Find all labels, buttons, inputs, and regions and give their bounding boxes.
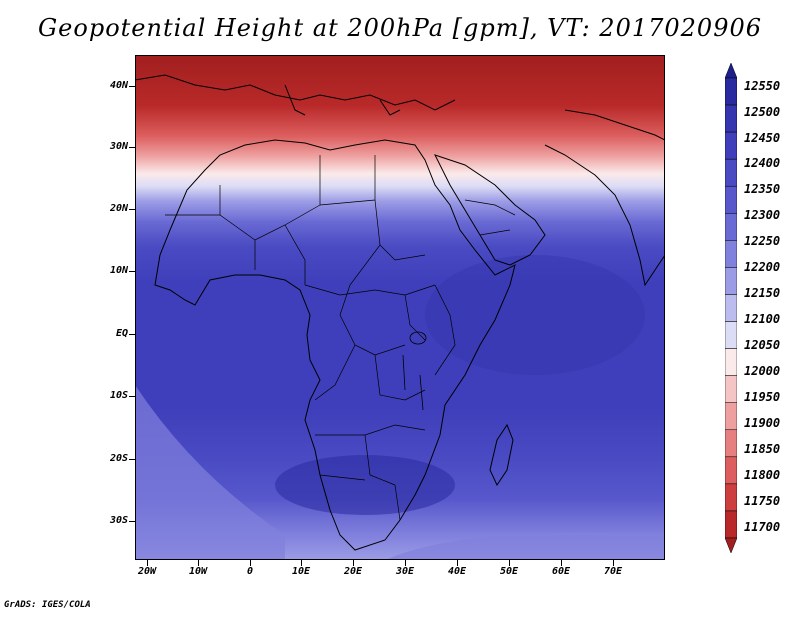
colorbar-label: 12050	[744, 338, 781, 352]
lat-label-eq: EQ	[115, 328, 128, 339]
footer-credit: GrADS: IGES/COLA	[4, 600, 91, 610]
colorbar-top-arrow	[725, 63, 737, 79]
colorbar-label: 11850	[744, 442, 781, 456]
lon-label-10w: 10W	[188, 566, 208, 577]
colorbar-cell	[725, 402, 737, 431]
lat-label-40n: 40N	[109, 80, 128, 91]
lat-label-30s: 30S	[109, 515, 128, 526]
lon-label-20w: 20W	[137, 566, 157, 577]
lon-tick	[147, 560, 148, 566]
lon-label-50e: 50E	[499, 566, 519, 577]
southwest-band	[135, 385, 285, 560]
country-borders	[165, 155, 516, 521]
lat-tick	[129, 521, 135, 522]
lon-tick	[250, 560, 251, 566]
colorbar-label: 11700	[744, 520, 781, 534]
lon-label-0: 0	[246, 566, 254, 577]
lat-tick	[129, 459, 135, 460]
lon-tick	[457, 560, 458, 566]
lakes	[402, 331, 427, 411]
lon-label-70e: 70E	[603, 566, 623, 577]
colorbar-label: 11750	[744, 494, 781, 508]
colorbar-label: 12150	[744, 286, 781, 300]
lon-tick	[613, 560, 614, 566]
colorbar-label: 12300	[744, 208, 781, 222]
colorbar-cell	[725, 104, 737, 133]
lon-tick	[301, 560, 302, 566]
colorbar-cell	[725, 429, 737, 458]
lon-tick	[353, 560, 354, 566]
lat-tick	[129, 396, 135, 397]
lat-label-10s: 10S	[109, 390, 128, 401]
lat-tick	[129, 147, 135, 148]
colorbar	[725, 63, 737, 553]
colorbar-label: 12000	[744, 364, 781, 378]
lat-label-20s: 20S	[109, 453, 128, 464]
lon-tick	[198, 560, 199, 566]
southeast-band	[385, 532, 665, 560]
colorbar-label: 11800	[744, 468, 781, 482]
lat-tick	[129, 334, 135, 335]
colorbar-label: 12200	[744, 260, 781, 274]
colorbar-cell	[725, 267, 737, 295]
colorbar-cell	[725, 213, 737, 241]
colorbar-cell	[725, 321, 737, 349]
colorbar-cell	[725, 483, 737, 512]
colorbar-cell	[725, 456, 737, 485]
colorbar-label: 12250	[744, 234, 781, 248]
colorbar-cell	[725, 348, 737, 376]
colorbar-cell	[725, 294, 737, 322]
colorbar-label: 12100	[744, 312, 781, 326]
colorbar-label: 11900	[744, 416, 781, 430]
geopotential-map	[135, 55, 665, 560]
colorbar-label: 12500	[744, 105, 781, 119]
colorbar-label: 11950	[744, 390, 781, 404]
lat-tick	[129, 271, 135, 272]
colorbar-label: 12550	[744, 79, 781, 93]
lon-label-20e: 20E	[343, 566, 363, 577]
colorbar-cell	[725, 158, 737, 187]
lat-label-20n: 20N	[109, 203, 128, 214]
colorbar-bottom-arrow	[725, 537, 737, 553]
map-plot-area	[135, 55, 665, 560]
lat-label-30n: 30N	[109, 141, 128, 152]
lon-tick	[509, 560, 510, 566]
colorbar-cell	[725, 510, 737, 539]
map-title: Geopotential Height at 200hPa [gpm], VT:…	[38, 14, 762, 42]
low-core-south	[275, 455, 455, 515]
colorbar-label: 12450	[744, 131, 781, 145]
lon-label-40e: 40E	[447, 566, 467, 577]
colorbar-cell	[725, 77, 737, 106]
colorbar-cell	[725, 375, 737, 403]
colorbar-label: 12400	[744, 156, 781, 170]
colorbar-cell	[725, 240, 737, 268]
lat-tick	[129, 86, 135, 87]
coastlines	[135, 74, 665, 551]
lon-tick	[561, 560, 562, 566]
colorbar-cell	[725, 185, 737, 214]
colorbar-cell	[725, 131, 737, 160]
lat-label-10n: 10N	[109, 265, 128, 276]
low-core-east	[425, 255, 645, 375]
lon-label-10e: 10E	[291, 566, 311, 577]
colorbar-label: 12350	[744, 182, 781, 196]
lat-tick	[129, 209, 135, 210]
lon-label-60e: 60E	[551, 566, 571, 577]
lon-tick	[405, 560, 406, 566]
lon-label-30e: 30E	[395, 566, 415, 577]
